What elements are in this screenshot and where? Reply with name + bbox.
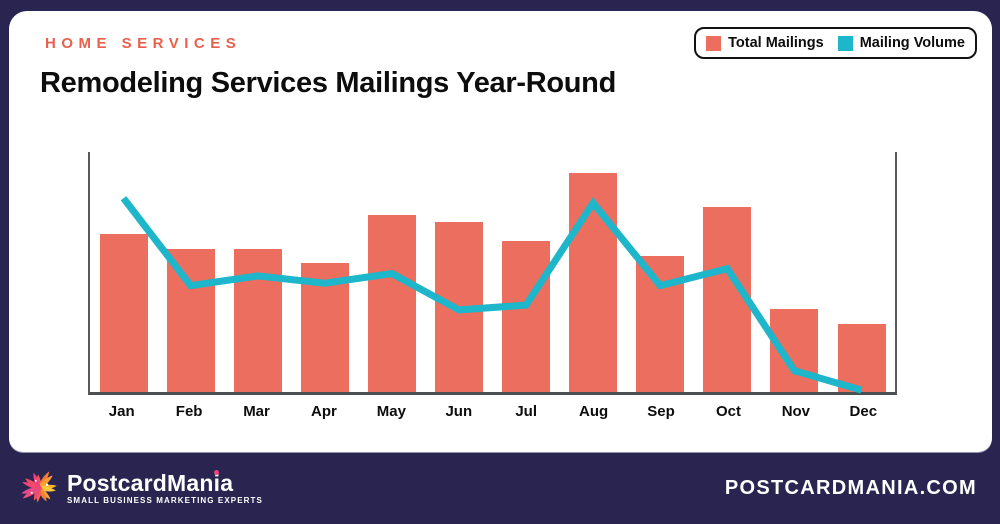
category-label: HOME SERVICES: [45, 35, 242, 52]
chart-plot-area: [88, 152, 897, 395]
mailing-volume-swatch-icon: [837, 35, 853, 51]
brand-tagline: SMALL BUSINESS MARKETING EXPERTS: [67, 495, 263, 505]
brand-name: PostcardMania: [67, 469, 234, 496]
total-mailings-swatch-icon: [706, 35, 722, 51]
x-label-may: May: [376, 403, 406, 420]
x-label-oct: Oct: [715, 403, 741, 420]
postcardmania-flower-logo-icon: [21, 471, 57, 503]
bar-aug: [569, 173, 618, 392]
bar-jan: [99, 234, 148, 392]
bar-may: [367, 214, 416, 392]
mailing-volume-line: [120, 196, 863, 394]
x-label-apr: Apr: [311, 403, 337, 420]
x-label-jul: Jul: [515, 403, 538, 420]
bar-oct: [703, 207, 752, 392]
legend-label: Total Mailings: [728, 35, 824, 51]
legend-item-total-mailings: Total Mailings: [706, 35, 824, 51]
website-url: POSTCARDMANIA.COM: [724, 476, 977, 499]
x-label-jun: Jun: [445, 403, 473, 420]
page-title: Remodeling Services Mailings Year-Round: [40, 67, 616, 99]
x-label-feb: Feb: [175, 403, 203, 420]
x-label-jan: Jan: [108, 403, 135, 420]
legend-label: Mailing Volume: [859, 35, 965, 51]
x-label-sep: Sep: [647, 403, 675, 420]
mailing-volume-line-chart: [120, 196, 863, 394]
brand-block: PostcardMania SMALL BUSINESS MARKETING E…: [18, 466, 263, 510]
footer: PostcardMania SMALL BUSINESS MARKETING E…: [0, 452, 1000, 524]
chart-legend: Total Mailings Mailing Volume: [694, 27, 977, 59]
chart-card: HOME SERVICES Remodeling Services Mailin…: [9, 11, 992, 452]
x-label-mar: Mar: [243, 403, 270, 420]
bar-dec: [837, 324, 886, 392]
bar-jul: [502, 241, 550, 392]
x-label-dec: Dec: [849, 403, 878, 420]
x-label-aug: Aug: [579, 403, 609, 420]
x-label-nov: Nov: [781, 403, 811, 420]
brand-text: PostcardMania SMALL BUSINESS MARKETING E…: [67, 469, 263, 505]
legend-item-mailing-volume: Mailing Volume: [837, 35, 965, 51]
x-axis-labels: Jan Feb Mar Apr May Jun Jul Aug Sep Oct Nov Dec: [88, 403, 897, 420]
bar-feb: [166, 248, 215, 392]
